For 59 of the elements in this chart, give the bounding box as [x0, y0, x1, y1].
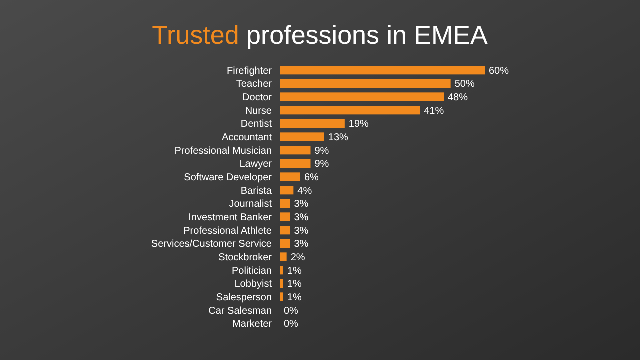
- y-tick-label: Lawyer: [240, 159, 273, 170]
- data-label: 1%: [287, 292, 302, 304]
- data-label: 19%: [348, 119, 370, 130]
- data-label: 9%: [314, 146, 330, 157]
- y-tick-label: Barista: [240, 186, 272, 197]
- data-label: 1%: [287, 266, 302, 277]
- bar: [280, 252, 287, 262]
- bar: [280, 159, 311, 168]
- data-label: 2%: [290, 252, 306, 264]
- bar: [280, 106, 420, 115]
- y-tick-label: Professional Athlete: [184, 226, 272, 237]
- bar: [280, 66, 485, 75]
- bar: [280, 92, 444, 102]
- y-tick-label: Lobbyist: [234, 279, 272, 290]
- bar: [280, 119, 345, 128]
- data-label: 6%: [304, 172, 320, 184]
- chart-title: Trusted professions in EMEA: [152, 20, 489, 50]
- y-tick-label: Nurse: [245, 106, 272, 117]
- y-tick-label: Accountant: [222, 132, 272, 144]
- bar: [280, 186, 294, 195]
- y-tick-label: Teacher: [236, 79, 273, 90]
- bar: [280, 79, 451, 88]
- data-label: 4%: [298, 186, 312, 197]
- y-tick-label: Firefighter: [226, 66, 273, 77]
- data-label: 3%: [294, 226, 309, 237]
- bar: [280, 172, 300, 182]
- y-tick-label: Professional Musician: [174, 146, 272, 157]
- data-label: 3%: [294, 239, 309, 250]
- data-label: 9%: [314, 159, 330, 170]
- data-label: 41%: [424, 106, 444, 117]
- data-label: 60%: [489, 66, 510, 77]
- bar: [280, 146, 311, 155]
- bar: [280, 199, 290, 208]
- y-tick-label: Software Developer: [184, 172, 273, 184]
- bar: [280, 292, 284, 302]
- y-tick-label: Salesperson: [216, 292, 272, 304]
- bar: [280, 226, 290, 235]
- bar: [280, 279, 284, 288]
- y-tick-label: Journalist: [229, 199, 272, 210]
- y-tick-label: Doctor: [242, 92, 273, 104]
- bar: [280, 266, 284, 275]
- data-label: 3%: [294, 199, 309, 210]
- data-label: 13%: [328, 132, 349, 144]
- data-label: 1%: [287, 279, 302, 290]
- y-tick-label: Dentist: [240, 119, 272, 130]
- data-label: 0%: [284, 306, 299, 317]
- bar: [280, 212, 290, 222]
- y-tick-label: Politician: [232, 266, 272, 277]
- data-label: 3%: [294, 212, 309, 224]
- bar: [280, 239, 290, 248]
- y-tick-label: Marketer: [232, 319, 273, 330]
- data-label: 48%: [448, 92, 468, 104]
- bar: [280, 132, 324, 142]
- y-tick-label: Car Salesman: [208, 306, 272, 317]
- data-label: 0%: [284, 319, 299, 330]
- y-tick-label: Investment Banker: [188, 212, 273, 224]
- y-tick-label: Stockbroker: [218, 252, 273, 264]
- y-tick-label: Services/Customer Service: [151, 239, 272, 250]
- data-label: 50%: [454, 79, 475, 90]
